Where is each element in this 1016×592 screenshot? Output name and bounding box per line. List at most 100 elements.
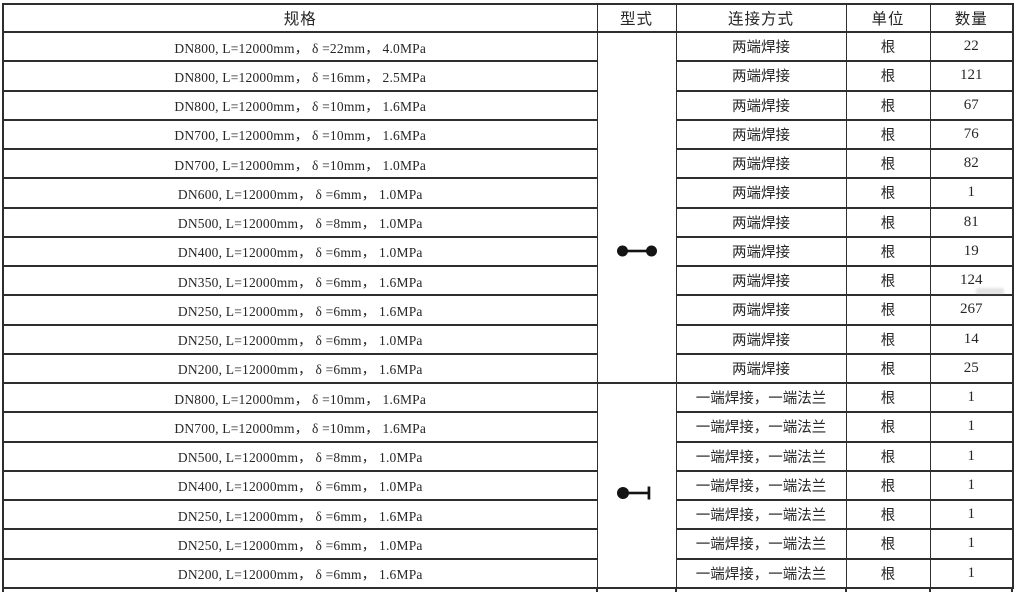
grid-line-stub bbox=[2, 588, 4, 592]
unit-cell: 根 bbox=[845, 30, 931, 63]
connection-cell: 两端焊接 bbox=[675, 323, 847, 355]
grid-line-stub bbox=[596, 588, 598, 592]
spec-cell: DN250, L=12000mm， δ =6mm， 1.0MPa bbox=[2, 323, 598, 355]
type-symbol-cell-group2 bbox=[596, 382, 677, 589]
spec-cell: DN800, L=12000mm， δ =22mm， 4.0MPa bbox=[2, 30, 598, 63]
unit-cell: 根 bbox=[845, 498, 931, 531]
table-row: DN700, L=12000mm， δ =10mm， 1.6MPa 两端焊接 根… bbox=[2, 118, 1014, 151]
col-header-type: 型式 bbox=[596, 3, 677, 33]
unit-cell: 根 bbox=[845, 60, 931, 92]
quantity-cell: 121 bbox=[929, 60, 1014, 92]
watermark-artifact bbox=[976, 288, 1004, 295]
spec-cell: DN350, L=12000mm， δ =6mm， 1.6MPa bbox=[2, 264, 598, 297]
spec-cell: DN250, L=12000mm， δ =6mm， 1.0MPa bbox=[2, 528, 598, 560]
quantity-cell: 1 bbox=[929, 411, 1014, 443]
connection-cell: 一端焊接，一端法兰 bbox=[675, 381, 847, 414]
connection-cell: 两端焊接 bbox=[675, 147, 847, 180]
spec-cell: DN500, L=12000mm， δ =8mm， 1.0MPa bbox=[2, 440, 598, 472]
grid-line-stub bbox=[929, 588, 931, 592]
spec-cell: DN800, L=12000mm， δ =10mm， 1.6MPa bbox=[2, 89, 598, 121]
col-header-unit: 单位 bbox=[845, 3, 931, 33]
table-row: DN200, L=12000mm， δ =6mm， 1.6MPa 一端焊接，一端… bbox=[2, 557, 1014, 589]
connection-cell: 一端焊接，一端法兰 bbox=[675, 557, 847, 589]
unit-cell: 根 bbox=[845, 235, 931, 268]
col-header-spec: 规格 bbox=[2, 3, 598, 33]
spec-cell: DN700, L=12000mm， δ =10mm， 1.0MPa bbox=[2, 147, 598, 180]
quantity-cell: 1 bbox=[929, 528, 1014, 560]
unit-cell: 根 bbox=[845, 118, 931, 151]
table-row: DN700, L=12000mm， δ =10mm， 1.0MPa 两端焊接 根… bbox=[2, 147, 1014, 180]
spec-cell: DN200, L=12000mm， δ =6mm， 1.6MPa bbox=[2, 557, 598, 589]
connection-cell: 两端焊接 bbox=[675, 235, 847, 268]
quantity-cell: 81 bbox=[929, 206, 1014, 238]
unit-cell: 根 bbox=[845, 469, 931, 502]
weld-one-end-flange-icon bbox=[616, 485, 658, 501]
table-row: DN800, L=12000mm， δ =10mm， 1.6MPa 一端焊接，一… bbox=[2, 381, 1014, 589]
connection-cell: 两端焊接 bbox=[675, 206, 847, 238]
connection-cell: 一端焊接，一端法兰 bbox=[675, 411, 847, 443]
table-row: DN200, L=12000mm， δ =6mm， 1.6MPa 两端焊接 根 … bbox=[2, 352, 1014, 385]
table-row: DN400, L=12000mm， δ =6mm， 1.0MPa 两端焊接 根 … bbox=[2, 235, 1014, 268]
quantity-cell: 82 bbox=[929, 147, 1014, 180]
spec-cell: DN600, L=12000mm， δ =6mm， 1.0MPa bbox=[2, 177, 598, 209]
table-row: DN800, L=12000mm， δ =10mm， 1.6MPa 两端焊接 根… bbox=[2, 89, 1014, 121]
quantity-cell: 124 bbox=[929, 264, 1014, 297]
table-row: DN800, L=12000mm， δ =22mm， 4.0MPa 两端焊接 根… bbox=[2, 30, 1014, 384]
quantity-cell: 267 bbox=[929, 294, 1014, 326]
spec-cell: DN400, L=12000mm， δ =6mm， 1.0MPa bbox=[2, 235, 598, 268]
quantity-cell: 1 bbox=[929, 177, 1014, 209]
unit-cell: 根 bbox=[845, 264, 931, 297]
header-row: 规格 型式 连接方式 单位 数量 bbox=[2, 3, 1014, 33]
table-row: DN500, L=12000mm， δ =8mm， 1.0MPa 两端焊接 根 … bbox=[2, 206, 1014, 238]
quantity-cell: 1 bbox=[929, 440, 1014, 472]
unit-cell: 根 bbox=[845, 206, 931, 238]
unit-cell: 根 bbox=[845, 294, 931, 326]
grid-line-stub bbox=[1011, 588, 1013, 592]
unit-cell: 根 bbox=[845, 411, 931, 443]
spec-cell: DN500, L=12000mm， δ =8mm， 1.0MPa bbox=[2, 206, 598, 238]
unit-cell: 根 bbox=[845, 89, 931, 121]
unit-cell: 根 bbox=[845, 381, 931, 414]
table-row: DN250, L=12000mm， δ =6mm， 1.6MPa 一端焊接，一端… bbox=[2, 498, 1014, 531]
connection-cell: 两端焊接 bbox=[675, 60, 847, 92]
connection-cell: 一端焊接，一端法兰 bbox=[675, 469, 847, 502]
table-row: DN700, L=12000mm， δ =10mm， 1.6MPa 一端焊接，一… bbox=[2, 411, 1014, 443]
table-row: DN400, L=12000mm， δ =6mm， 1.0MPa 一端焊接，一端… bbox=[2, 469, 1014, 502]
connection-cell: 两端焊接 bbox=[675, 352, 847, 385]
type-symbol-cell-group1 bbox=[596, 31, 677, 384]
quantity-cell: 14 bbox=[929, 323, 1014, 355]
unit-cell: 根 bbox=[845, 528, 931, 560]
unit-cell: 根 bbox=[845, 352, 931, 385]
pipe-spec-table: 规格 型式 连接方式 单位 数量 DN800, L=12000mm， δ =22… bbox=[2, 3, 1014, 589]
spec-cell: DN700, L=12000mm， δ =10mm， 1.6MPa bbox=[2, 118, 598, 151]
quantity-cell: 67 bbox=[929, 89, 1014, 121]
table-row: DN800, L=12000mm， δ =16mm， 2.5MPa 两端焊接 根… bbox=[2, 60, 1014, 92]
col-header-quantity: 数量 bbox=[929, 3, 1014, 33]
unit-cell: 根 bbox=[845, 323, 931, 355]
table-row: DN500, L=12000mm， δ =8mm， 1.0MPa 一端焊接，一端… bbox=[2, 440, 1014, 472]
col-header-connection: 连接方式 bbox=[675, 3, 847, 33]
connection-cell: 一端焊接，一端法兰 bbox=[675, 498, 847, 531]
quantity-cell: 1 bbox=[929, 557, 1014, 589]
spec-cell: DN250, L=12000mm， δ =6mm， 1.6MPa bbox=[2, 294, 598, 326]
spec-cell: DN250, L=12000mm， δ =6mm， 1.6MPa bbox=[2, 498, 598, 531]
quantity-cell: 25 bbox=[929, 352, 1014, 385]
connection-cell: 两端焊接 bbox=[675, 294, 847, 326]
quantity-cell: 1 bbox=[929, 469, 1014, 502]
table-row: DN600, L=12000mm， δ =6mm， 1.0MPa 两端焊接 根 … bbox=[2, 177, 1014, 209]
unit-cell: 根 bbox=[845, 557, 931, 589]
spec-cell: DN200, L=12000mm， δ =6mm， 1.6MPa bbox=[2, 352, 598, 385]
quantity-cell: 1 bbox=[929, 381, 1014, 414]
grid-line-stub bbox=[675, 588, 677, 592]
connection-cell: 两端焊接 bbox=[675, 118, 847, 151]
grid-line-stub bbox=[845, 588, 847, 592]
spec-cell: DN800, L=12000mm， δ =16mm， 2.5MPa bbox=[2, 60, 598, 92]
unit-cell: 根 bbox=[845, 440, 931, 472]
connection-cell: 一端焊接，一端法兰 bbox=[675, 528, 847, 560]
unit-cell: 根 bbox=[845, 147, 931, 180]
spec-cell: DN700, L=12000mm， δ =10mm， 1.6MPa bbox=[2, 411, 598, 443]
quantity-cell: 19 bbox=[929, 235, 1014, 268]
spec-cell: DN800, L=12000mm， δ =10mm， 1.6MPa bbox=[2, 381, 598, 414]
table-row: DN250, L=12000mm， δ =6mm， 1.0MPa 两端焊接 根 … bbox=[2, 323, 1014, 355]
